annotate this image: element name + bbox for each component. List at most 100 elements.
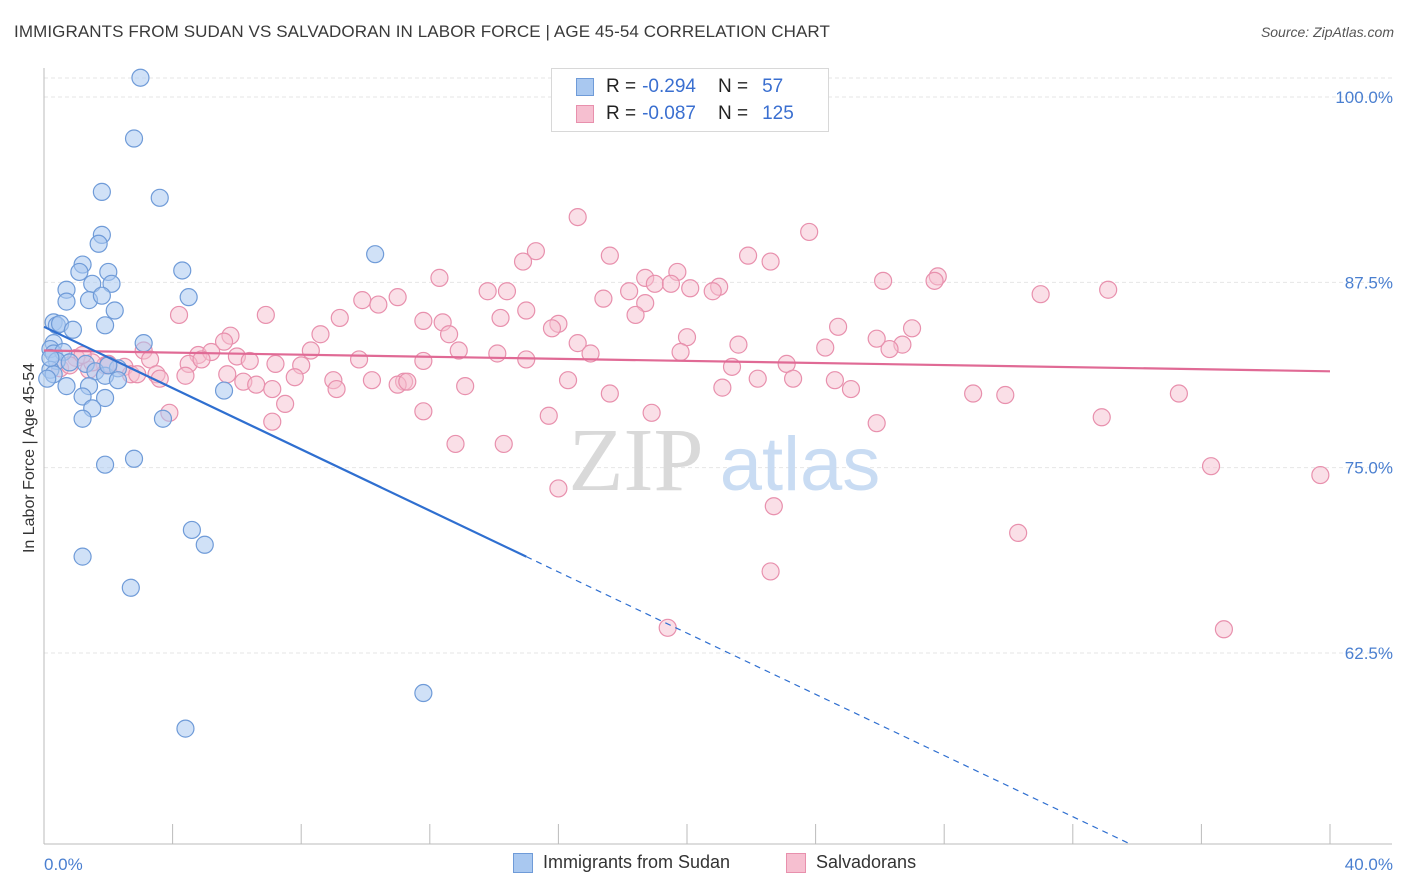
legend-r-value: -0.294 (642, 76, 696, 97)
salvadoran-point (1092, 408, 1111, 427)
salvadoran-point (996, 385, 1015, 405)
salvadoran-point (494, 434, 513, 454)
salvadoran-point (398, 372, 417, 391)
salvadoran-point (1214, 620, 1234, 639)
sudan-point (150, 188, 169, 207)
salvadoran-point (349, 350, 369, 369)
sudan-point (73, 409, 92, 428)
salvadoran-point (517, 301, 536, 320)
salvadoran-point (600, 384, 619, 403)
salvadoran-point (841, 379, 861, 399)
salvadoran-point (488, 344, 507, 363)
sudan-point (131, 68, 150, 87)
sudan-point (195, 535, 214, 554)
salvadoran-point (800, 222, 819, 242)
salvadoran-point (568, 334, 587, 353)
salvadoran-point (263, 379, 282, 399)
salvadoran-point (829, 317, 848, 336)
salvadoran-point (301, 341, 320, 360)
sudan-point (95, 316, 115, 335)
sudan-point (73, 547, 92, 566)
sudan-point (57, 292, 76, 311)
sudan-point (214, 381, 234, 400)
salvadoran-point (439, 325, 459, 344)
chart-title: IMMIGRANTS FROM SUDAN VS SALVADORAN IN L… (14, 22, 830, 41)
salvadoran-point (513, 252, 533, 271)
legend-r-label: R = (606, 103, 637, 124)
y-tick-label: 87.5% (1345, 273, 1393, 292)
salvadoran-point (266, 354, 285, 373)
salvadoran-point (214, 332, 234, 351)
salvadoran-point (362, 371, 382, 390)
sudan-point (414, 683, 433, 703)
legend-swatch-sudan (576, 78, 594, 96)
salvadoran-point (353, 291, 372, 310)
salvadoran-point (369, 295, 388, 314)
legend-n-label: N = (717, 76, 749, 97)
legend-swatch-salvadorans (786, 852, 806, 873)
sudan-point (92, 182, 111, 201)
salvadoran-point (263, 412, 282, 431)
salvadoran-point (1031, 285, 1050, 304)
salvadoran-point (285, 368, 304, 387)
salvadoran-point (1099, 280, 1118, 299)
sudan-trend-line (43, 325, 527, 558)
watermark: ZIP atlas (569, 411, 881, 510)
salvadoran-point (414, 351, 433, 371)
salvadoran-point (581, 344, 600, 363)
sudan-point (124, 129, 144, 148)
salvadoran-point (176, 366, 195, 385)
axes (43, 68, 1392, 845)
salvadoran-point (880, 339, 899, 359)
sudan-point (173, 261, 192, 280)
y-axis-label: In Labor Force | Age 45-54 (21, 363, 38, 553)
salvadoran-point (497, 282, 517, 301)
salvadoran-point (671, 342, 690, 362)
salvadoran-point (816, 338, 835, 357)
salvadoran-point (414, 311, 433, 330)
salvadoran-point (446, 434, 465, 454)
salvadoran-point (874, 271, 893, 290)
salvadoran-point (542, 319, 562, 338)
sudan-point (70, 262, 89, 282)
salvadoran-point (703, 282, 722, 301)
salvadoran-point (925, 271, 944, 290)
salvadoran-point (1009, 523, 1028, 543)
watermark-zip: ZIP (569, 411, 704, 510)
salvadoran-point (256, 305, 275, 325)
salvadoran-point (661, 274, 681, 293)
salvadoran-point (600, 246, 619, 265)
legend-swatch-salvadorans (576, 105, 594, 123)
salvadoran-point (449, 341, 468, 360)
watermark-atlas: atlas (720, 422, 881, 507)
salvadoran-point (276, 394, 295, 414)
salvadoran-point (1169, 384, 1188, 403)
sudan-point (73, 387, 92, 406)
sudan-point (95, 388, 115, 408)
sudan-point (60, 353, 79, 372)
salvadoran-point (902, 319, 922, 338)
salvadoran-point (738, 246, 758, 265)
salvadoran-point (330, 308, 349, 328)
sudan-point (176, 719, 195, 738)
salvadoran-point (526, 242, 545, 261)
sudan-point (95, 455, 115, 474)
sudan-point (63, 320, 83, 339)
salvadoran-point (620, 282, 639, 301)
salvadoran-point (430, 268, 449, 287)
legend-item-salvadorans[interactable]: Salvadorans (786, 852, 916, 873)
salvadoran-point (645, 274, 664, 293)
salvadoran-point (456, 377, 475, 396)
y-tick-label: 62.5% (1345, 644, 1393, 663)
salvadoran-point (658, 618, 677, 637)
tick-labels: 100.0% 87.5% 75.0% 62.5% 0.0% 40.0% (44, 88, 1393, 874)
salvadoran-point (1311, 465, 1330, 485)
y-tick-label: 100.0% (1335, 88, 1393, 107)
sudan-point (124, 449, 144, 468)
trend-lines (43, 325, 1331, 845)
salvadoran-point (867, 329, 886, 348)
x-tick-label: 0.0% (44, 855, 83, 874)
legend-item-sudan[interactable]: Immigrants from Sudan (513, 852, 730, 873)
legend-n-value: 57 (762, 76, 784, 97)
